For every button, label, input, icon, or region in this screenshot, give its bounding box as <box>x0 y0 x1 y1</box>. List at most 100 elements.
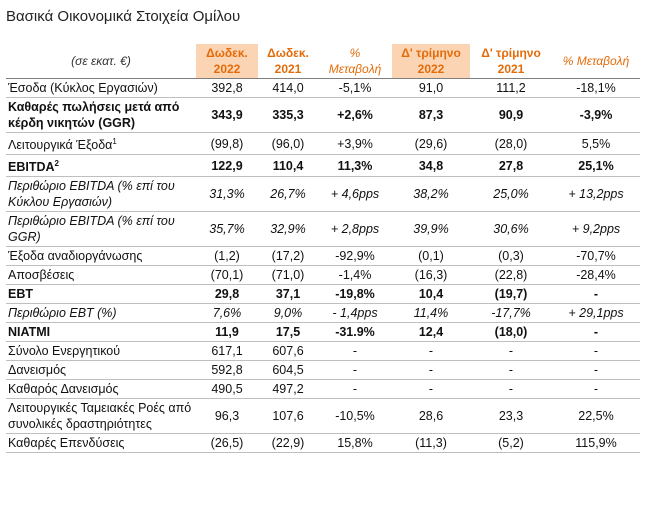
value-cell: (19,7) <box>470 284 552 305</box>
column-header: % Μεταβολή <box>552 44 640 79</box>
value-cell: (26,5) <box>196 433 258 454</box>
table-row: Αποσβέσεις (70,1) (71,0) -1,4% (16,3) (22,8) -… <box>6 265 640 286</box>
table-row: Έσοδα (Κύκλος Εργασιών) 392,8 414,0 -5,1% 91… <box>6 78 640 98</box>
value-cell: (1,2) <box>196 246 258 267</box>
row-label: Έσοδα (Κύκλος Εργασιών) <box>6 78 196 98</box>
table-row: NIATMI 11,9 17,5 -31.9% 12,4 (18,0) - <box>6 322 640 343</box>
row-label: NIATMI <box>6 322 196 343</box>
value-cell: 22,5% <box>552 398 640 435</box>
value-cell: 12,4 <box>392 322 470 343</box>
row-label: EBT <box>6 284 196 305</box>
row-label: Περιθώριο EBITDA (% επί του GGR) <box>6 211 196 248</box>
value-cell: (18,0) <box>470 322 552 343</box>
value-cell: - <box>392 379 470 400</box>
value-cell: 11,9 <box>196 322 258 343</box>
value-cell: 31,3% <box>196 176 258 213</box>
value-cell: -5,1% <box>318 78 392 98</box>
value-cell: -18,1% <box>552 78 640 98</box>
value-cell: - <box>552 284 640 305</box>
table-row: Έξοδα αναδιοργάνωσης (1,2) (17,2) -92,9% (0,… <box>6 246 640 267</box>
label-text: EBT <box>8 287 33 302</box>
footnote-mark: 2 <box>54 159 59 169</box>
row-label: Αποσβέσεις <box>6 265 196 286</box>
label-text: Περιθώριο EBT (%) <box>8 306 117 321</box>
value-cell: (29,6) <box>392 132 470 156</box>
table-row: Περιθώριο EBITDA (% επί του Κύκλου Εργασ… <box>6 176 640 213</box>
value-cell: - <box>470 379 552 400</box>
value-cell: (0,1) <box>392 246 470 267</box>
value-cell: (96,0) <box>258 132 318 156</box>
label-text: Δανεισμός <box>8 363 67 378</box>
title: Βασικά Οικονομικά Στοιχεία Ομίλου <box>6 8 241 25</box>
value-cell: 29,8 <box>196 284 258 305</box>
label-text: Περιθώριο EBITDA (% επί του Κύκλου Εργασ… <box>8 179 175 210</box>
row-label: Σύνολο Ενεργητικού <box>6 341 196 362</box>
row-label: Περιθώριο EBT (%) <box>6 303 196 324</box>
value-cell: - 1,4pps <box>318 303 392 324</box>
value-cell: 617,1 <box>196 341 258 362</box>
value-cell: - <box>552 322 640 343</box>
value-cell: 7,6% <box>196 303 258 324</box>
value-cell: 90,9 <box>470 97 552 133</box>
row-label: Δανεισμός <box>6 360 196 381</box>
column-header: Δ' τρίμηνο 2022 <box>392 44 470 79</box>
value-cell: -17,7% <box>470 303 552 324</box>
value-cell: 11,4% <box>392 303 470 324</box>
value-cell: (16,3) <box>392 265 470 286</box>
value-cell: 490,5 <box>196 379 258 400</box>
column-header: Δ' τρίμηνο 2021 <box>470 44 552 79</box>
table-row: Σύνολο Ενεργητικού 617,1 607,6- - - - <box>6 341 640 362</box>
label-text: Έξοδα αναδιοργάνωσης <box>8 249 143 264</box>
value-cell: 592,8 <box>196 360 258 381</box>
footnote-mark: 1 <box>112 137 117 146</box>
value-cell: -3,9% <box>552 97 640 133</box>
value-cell: (5,2) <box>470 433 552 454</box>
label-text: Σύνολο Ενεργητικού <box>8 344 121 359</box>
value-cell: 9,0% <box>258 303 318 324</box>
table-row: Καθαρές πωλήσεις μετά από κέρδη νικητών … <box>6 97 640 133</box>
table-row: EBITDA2 122,9 110,4 11,3% 34,8 27,8 25,1% <box>6 154 640 178</box>
value-cell: (28,0) <box>470 132 552 156</box>
value-cell: - <box>318 360 392 381</box>
value-cell: 35,7% <box>196 211 258 248</box>
value-cell: 25,0% <box>470 176 552 213</box>
label-text: Λειτουργικές Ταμειακές Ροές από συνολικέ… <box>8 401 192 432</box>
value-cell: 32,9% <box>258 211 318 248</box>
value-cell: + 29,1pps <box>552 303 640 324</box>
value-cell: + 2,8pps <box>318 211 392 248</box>
table-row: Περιθώριο EBT (%) 7,6% 9,0% - 1,4pps 11,4% -1… <box>6 303 640 324</box>
value-cell: - <box>318 379 392 400</box>
label-text: Λειτουργικά Έξοδα <box>8 138 113 153</box>
value-cell: 28,6 <box>392 398 470 435</box>
row-label: Καθαρές πωλήσεις μετά από κέρδη νικητών … <box>6 97 196 133</box>
label-text: Αποσβέσεις <box>8 268 75 283</box>
value-cell: 11,3% <box>318 154 392 178</box>
value-cell: 17,5 <box>258 322 318 343</box>
column-header: % Μεταβολή <box>318 44 392 79</box>
value-cell: 27,8 <box>470 154 552 178</box>
table-row: Καθαρός Δανεισμός 490,5 497,2- - - - <box>6 379 640 400</box>
value-cell: 87,3 <box>392 97 470 133</box>
value-cell: -28,4% <box>552 265 640 286</box>
header-row: (σε εκατ. €) Δωδεκ. 2022 Δωδεκ. 2021% Μετα… <box>6 44 640 79</box>
value-cell: -1,4% <box>318 265 392 286</box>
value-cell: 23,3 <box>470 398 552 435</box>
value-cell: 115,9% <box>552 433 640 454</box>
value-cell: + 9,2pps <box>552 211 640 248</box>
column-header: (σε εκατ. €) <box>6 44 196 79</box>
value-cell: 25,1% <box>552 154 640 178</box>
table-row: Καθαρές Επενδύσεις (26,5) (22,9) 15,8% (11,3… <box>6 433 640 454</box>
table-row: Λειτουργικές Ταμειακές Ροές από συνολικέ… <box>6 398 640 435</box>
value-cell: (99,8) <box>196 132 258 156</box>
label-text: Καθαρές πωλήσεις μετά από κέρδη νικητών … <box>8 100 180 130</box>
value-cell: (22,8) <box>470 265 552 286</box>
value-cell: 111,2 <box>470 78 552 98</box>
table-row: Λειτουργικά Έξοδα1 (99,8) (96,0) +3,9% (29,6… <box>6 132 640 156</box>
value-cell: + 4,6pps <box>318 176 392 213</box>
value-cell: 122,9 <box>196 154 258 178</box>
value-cell: 335,3 <box>258 97 318 133</box>
row-label: Έξοδα αναδιοργάνωσης <box>6 246 196 267</box>
value-cell: (17,2) <box>258 246 318 267</box>
value-cell: 343,9 <box>196 97 258 133</box>
column-header: Δωδεκ. 2021 <box>258 44 318 79</box>
